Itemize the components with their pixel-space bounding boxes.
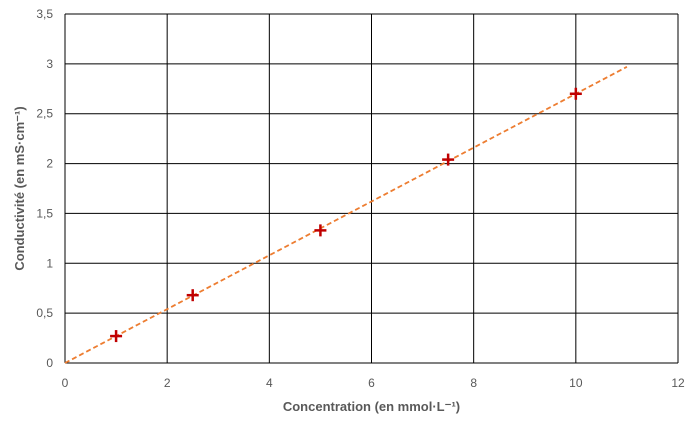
x-tick-label: 0 bbox=[62, 376, 69, 390]
y-tick-label: 0,5 bbox=[36, 306, 53, 320]
x-tick-label: 8 bbox=[470, 376, 477, 390]
x-tick-labels: 0 2 4 6 8 10 12 bbox=[62, 376, 685, 390]
x-tick-label: 10 bbox=[569, 376, 583, 390]
y-tick-label: 2 bbox=[46, 157, 53, 171]
x-tick-label: 6 bbox=[368, 376, 375, 390]
x-axis-title: Concentration (en mmol·L⁻¹) bbox=[283, 399, 460, 414]
data-points bbox=[110, 87, 582, 343]
trendline bbox=[64, 66, 628, 364]
horizontal-gridlines bbox=[65, 13, 678, 364]
x-tick-label: 4 bbox=[266, 376, 273, 390]
data-point bbox=[186, 289, 199, 302]
y-tick-label: 1,5 bbox=[36, 206, 53, 220]
y-tick-label: 0 bbox=[46, 356, 53, 370]
data-point bbox=[314, 224, 327, 237]
y-tick-label: 2,5 bbox=[36, 107, 53, 121]
y-tick-label: 3 bbox=[46, 57, 53, 71]
data-point bbox=[110, 330, 123, 343]
x-tick-label: 2 bbox=[164, 376, 171, 390]
y-tick-label: 1 bbox=[46, 256, 53, 270]
data-point bbox=[569, 87, 582, 100]
vertical-gridlines bbox=[64, 14, 679, 363]
y-axis-title: Conductivité (en mS·cm⁻¹) bbox=[12, 106, 27, 270]
x-tick-label: 12 bbox=[671, 376, 685, 390]
data-point bbox=[442, 153, 455, 166]
y-tick-label: 3,5 bbox=[36, 7, 53, 21]
y-tick-labels: 0 0,5 1 1,5 2 2,5 3 3,5 bbox=[36, 7, 53, 370]
